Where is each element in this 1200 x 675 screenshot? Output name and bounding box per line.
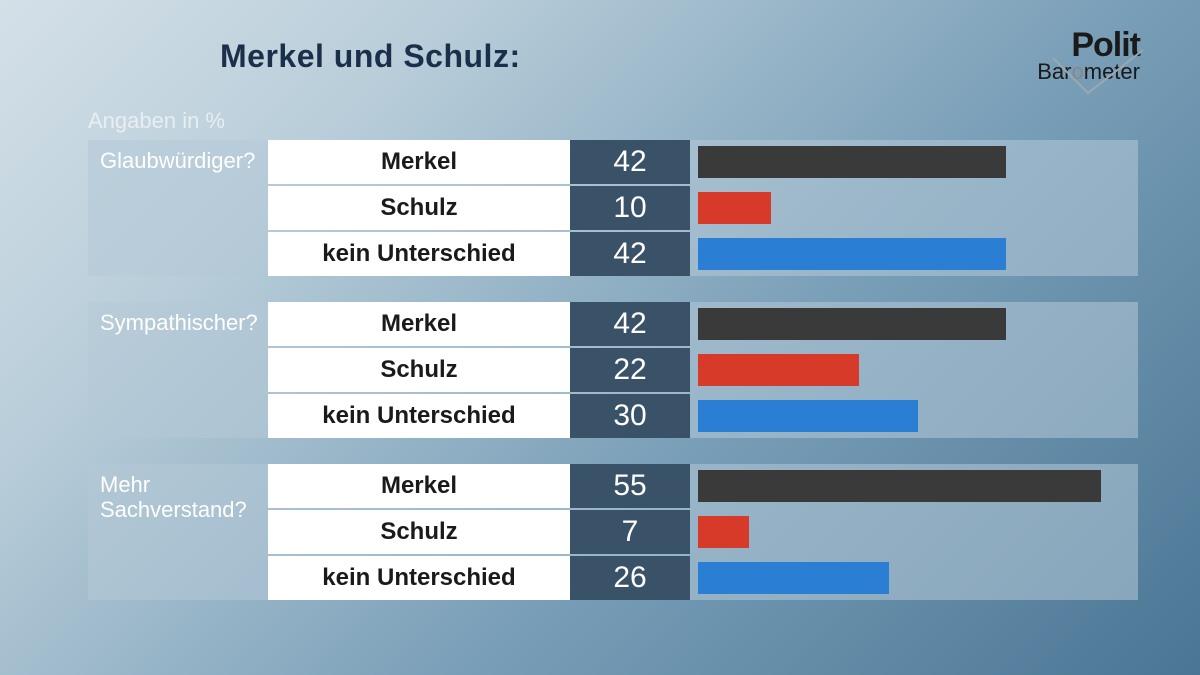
logo-line2-pre: Bar — [1037, 59, 1071, 84]
group-rows: Merkel42Schulz10kein Unterschied42 — [268, 140, 1138, 276]
bar — [698, 192, 771, 224]
row-label: Schulz — [268, 348, 570, 392]
question-label: Sympathischer? — [88, 302, 268, 438]
data-row: Merkel42 — [268, 140, 1138, 184]
bar-cell — [690, 302, 1138, 346]
chart-group: Sympathischer?Merkel42Schulz22kein Unter… — [88, 302, 1138, 438]
bar-cell — [690, 510, 1138, 554]
data-row: Schulz7 — [268, 510, 1138, 554]
row-value: 42 — [570, 140, 690, 184]
bar-cell — [690, 556, 1138, 600]
data-row: Merkel55 — [268, 464, 1138, 508]
bar-cell — [690, 140, 1138, 184]
row-label: Schulz — [268, 510, 570, 554]
logo-line1: Polit — [1037, 30, 1140, 61]
row-value: 30 — [570, 394, 690, 438]
bar-cell — [690, 232, 1138, 276]
row-label: kein Unterschied — [268, 556, 570, 600]
row-label: Merkel — [268, 302, 570, 346]
bar-cell — [690, 186, 1138, 230]
data-row: kein Unterschied26 — [268, 556, 1138, 600]
data-row: Merkel42 — [268, 302, 1138, 346]
data-row: Schulz22 — [268, 348, 1138, 392]
data-row: kein Unterschied42 — [268, 232, 1138, 276]
bar — [698, 308, 1006, 340]
bar — [698, 470, 1101, 502]
group-rows: Merkel55Schulz7kein Unterschied26 — [268, 464, 1138, 600]
chart-groups: Glaubwürdiger?Merkel42Schulz10kein Unter… — [88, 140, 1138, 626]
group-rows: Merkel42Schulz22kein Unterschied30 — [268, 302, 1138, 438]
row-value: 10 — [570, 186, 690, 230]
row-value: 55 — [570, 464, 690, 508]
row-label: kein Unterschied — [268, 394, 570, 438]
row-label: Merkel — [268, 464, 570, 508]
row-label: kein Unterschied — [268, 232, 570, 276]
chart-group: Glaubwürdiger?Merkel42Schulz10kein Unter… — [88, 140, 1138, 276]
question-label: Mehr Sachverstand? — [88, 464, 268, 600]
chart-title: Merkel und Schulz: — [220, 38, 521, 75]
bar-cell — [690, 348, 1138, 392]
bar — [698, 516, 749, 548]
bar-cell — [690, 464, 1138, 508]
row-value: 42 — [570, 302, 690, 346]
bar — [698, 238, 1006, 270]
logo-line2: Barometer — [1037, 59, 1140, 85]
chart-subtitle: Angaben in % — [88, 108, 225, 134]
row-value: 42 — [570, 232, 690, 276]
bar — [698, 400, 918, 432]
data-row: Schulz10 — [268, 186, 1138, 230]
logo-line2-post: meter — [1084, 59, 1140, 84]
question-label: Glaubwürdiger? — [88, 140, 268, 276]
row-label: Schulz — [268, 186, 570, 230]
row-value: 26 — [570, 556, 690, 600]
bar — [698, 562, 889, 594]
bar — [698, 146, 1006, 178]
data-row: kein Unterschied30 — [268, 394, 1138, 438]
politbarometer-logo: Polit Barometer — [1037, 30, 1140, 85]
row-value: 7 — [570, 510, 690, 554]
bar-cell — [690, 394, 1138, 438]
logo-line2-o: o — [1072, 59, 1084, 84]
row-value: 22 — [570, 348, 690, 392]
bar — [698, 354, 859, 386]
row-label: Merkel — [268, 140, 570, 184]
chart-group: Mehr Sachverstand?Merkel55Schulz7kein Un… — [88, 464, 1138, 600]
